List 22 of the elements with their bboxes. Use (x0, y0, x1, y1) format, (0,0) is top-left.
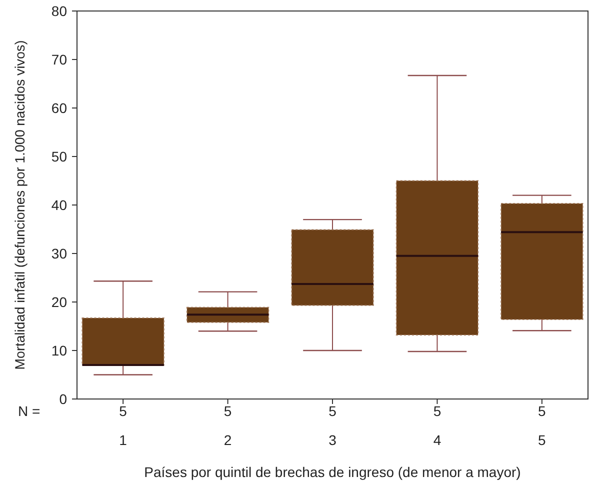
x-tick-label: 1 (119, 432, 128, 448)
y-tick-label: 10 (51, 342, 68, 358)
x-tick-label: 4 (433, 432, 442, 448)
y-tick-label: 80 (51, 2, 68, 19)
y-tick-label: 50 (51, 148, 68, 164)
text: 5 (538, 402, 546, 419)
y-tick-label: 70 (51, 51, 68, 68)
y-tick-label: 40 (51, 196, 68, 213)
text: 5 (328, 402, 337, 419)
x-tick-label: 3 (328, 432, 337, 448)
text: 5 (119, 402, 128, 419)
x-tick-label: 2 (224, 432, 232, 448)
text: N = (18, 402, 40, 419)
y-tick-label: 60 (51, 100, 68, 116)
y-tick-label: 30 (51, 245, 68, 262)
x-tick-label: 5 (538, 432, 546, 448)
x-axis-title: Países por quintil de brechas de ingreso (de menor a mayor) (144, 464, 521, 480)
y-tick-label: 20 (51, 294, 68, 310)
y-axis-title: Mortalidad infatil (defunciones por 1.000 nacidos vivos) (12, 40, 28, 370)
text: 5 (224, 402, 232, 419)
y-tick-label: 0 (59, 390, 68, 407)
text: 5 (433, 402, 442, 419)
